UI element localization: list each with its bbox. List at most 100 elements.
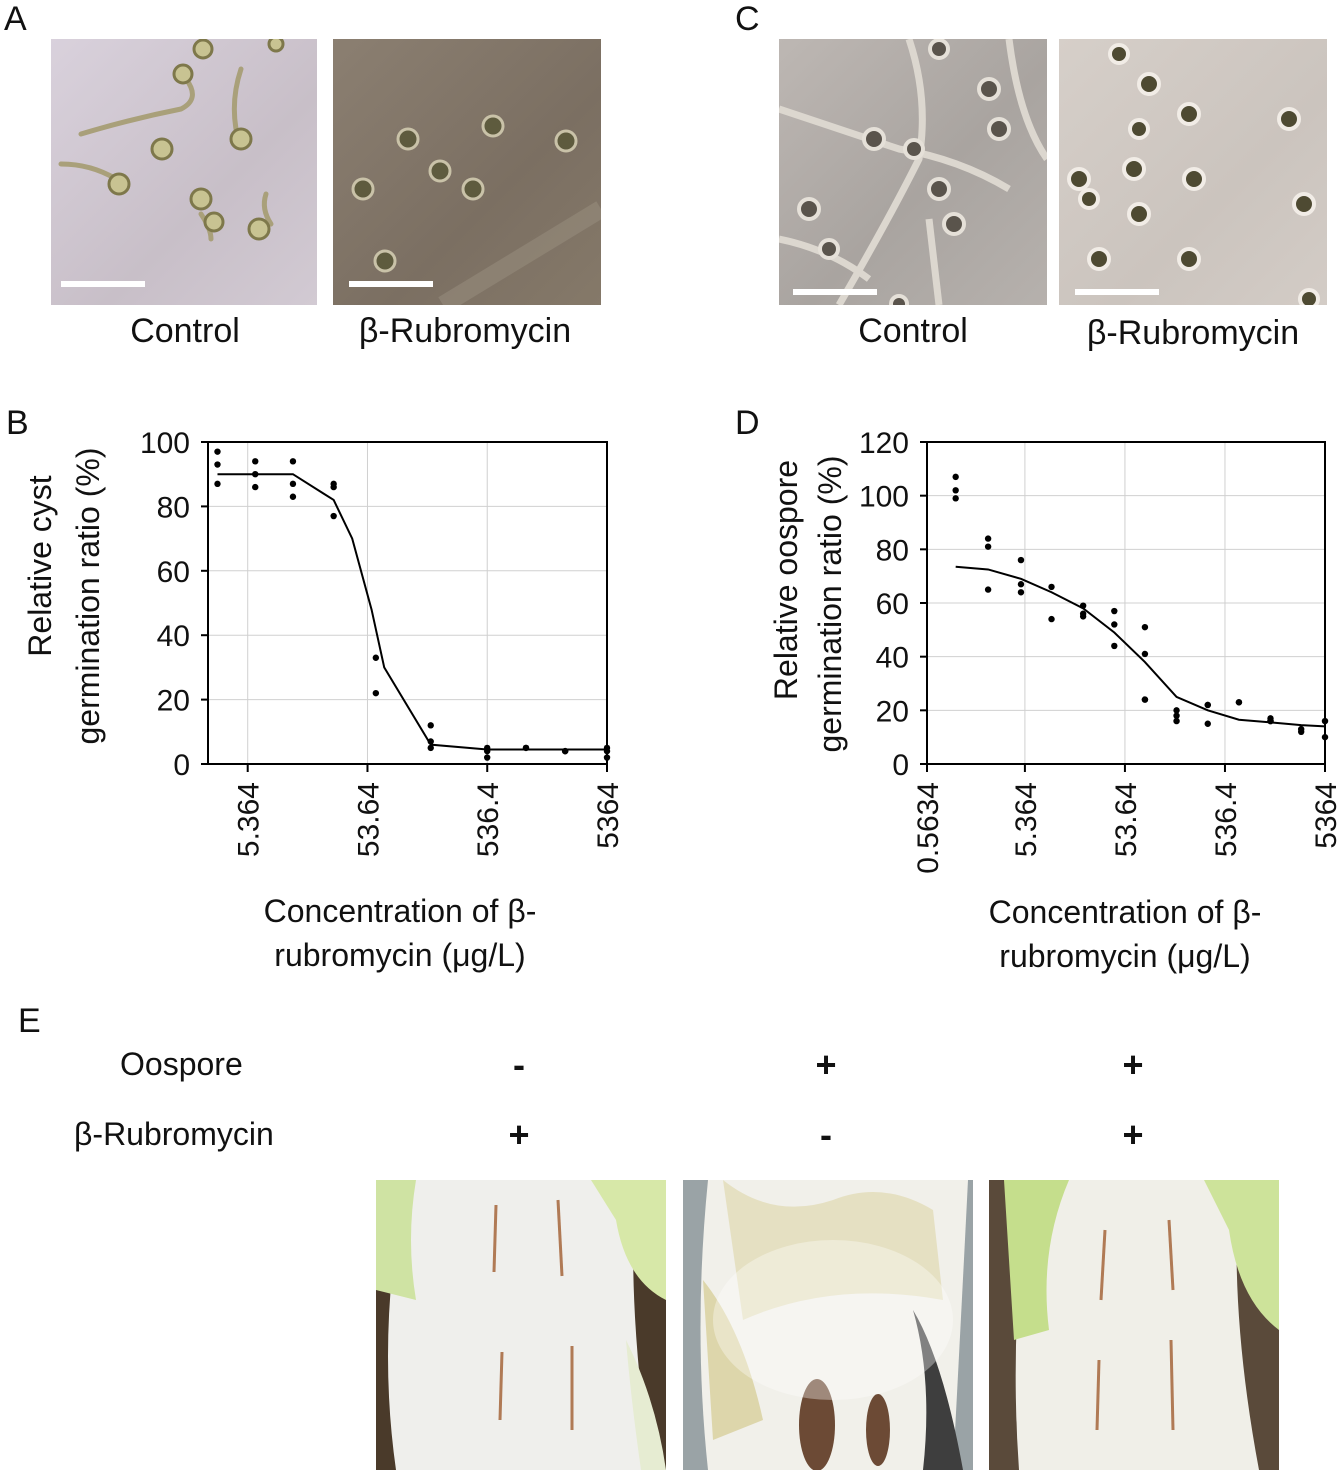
data-point [289,493,297,500]
oospore-rubromycin-drawing [1067,43,1320,305]
data-point [1017,589,1025,596]
data-point [1111,607,1118,615]
caption-rubromycin: β-Rubromycin [1086,314,1300,352]
data-point [214,461,221,468]
micrograph-oospore-rubromycin [1059,39,1327,305]
data-point [984,543,992,550]
data-point [330,512,337,520]
data-point [1297,728,1305,735]
data-point [1321,733,1329,741]
leaf-oospore-only-drawing [700,1180,968,1470]
oospore-control-drawing [779,39,1047,305]
chart-cyst-germination: 0 20 40 60 80 100 5.364 53.64 536.4 5364 [140,427,625,857]
panel-letter-e: E [18,1002,41,1040]
data-point [372,654,380,661]
leaf-photo-oospore-rubromycin [989,1180,1279,1470]
row-label-rubromycin: β-Rubromycin [74,1116,274,1152]
fit-curve [955,565,1326,728]
sign-rubromycin-3: + [1122,1114,1144,1155]
y-tick-label: 0 [173,749,190,782]
y-tick-label: 80 [876,534,909,567]
y-tick-label: 20 [876,695,909,728]
data-point [522,744,530,752]
y-axis-label-line1: Relative cyst [22,475,58,657]
fit-curve [217,473,607,751]
panel-letter-b: B [6,404,29,442]
sign-oospore-3: + [1122,1044,1144,1085]
x-tick-label: 5364 [1310,782,1339,849]
x-axis-label-line2: rubromycin (μg/L) [274,937,526,973]
data-point [427,738,434,745]
y-tick-label: 20 [157,685,190,718]
data-point [372,689,380,697]
cyst-rubromycin-drawing [351,114,601,305]
scale-bar [349,281,433,287]
y-axis-label-line1: Relative oospore [768,459,804,701]
x-axis-label-line1: Concentration of β- [263,893,537,929]
data-point [1048,615,1055,623]
data-point [1141,623,1149,631]
scale-bar [1075,289,1159,295]
x-tick-label: 5.364 [1010,782,1043,857]
data-point [214,448,221,455]
data-point [1173,707,1180,714]
leaf-rubromycin-only-drawing [376,1180,666,1470]
data-point [1235,699,1243,706]
data-point [330,483,337,491]
data-point [483,754,491,761]
y-tick-label: 60 [157,556,190,589]
row-label-oospore: Oospore [120,1046,243,1082]
data-point [1017,556,1025,564]
data-point [252,458,259,465]
data-point [952,487,959,494]
data-point [1079,613,1087,620]
data-point [1321,717,1329,725]
x-axis-label-line1: Concentration of β- [988,894,1262,930]
x-tick-label: 536.4 [472,782,505,857]
y-tick-label: 80 [157,491,190,524]
chart-oospore-germination: 0 20 40 60 80 100 120 0.5634 5.364 53.64 536.4 5364 [859,427,1339,874]
data-point [952,495,959,502]
panel-letter-a: A [4,0,27,38]
y-tick-label: 40 [876,642,909,675]
micrograph-oospore-control [779,39,1047,305]
y-axis-label-line2: germination ratio (%) [70,447,106,745]
x-tick-label: 536.4 [1210,782,1243,857]
data-point [252,483,259,491]
sign-oospore-2: + [815,1044,837,1085]
data-point [289,480,297,488]
scale-bar [793,289,877,295]
panel-letter-c: C [735,0,760,38]
sign-oospore-1: - [513,1044,525,1085]
caption-control: Control [130,312,240,350]
x-tick-label: 5.364 [233,782,266,857]
data-point [427,722,434,729]
leaf-photo-rubromycin-only [376,1180,666,1470]
data-point [483,747,491,755]
data-point [1141,696,1149,703]
data-point [1173,717,1180,725]
panel-letter-d: D [735,404,760,442]
leaf-photo-oospore-only [683,1180,973,1470]
x-axis-label-line2: rubromycin (μg/L) [999,938,1251,974]
y-tick-label: 0 [892,749,909,782]
sign-rubromycin-1: + [508,1114,530,1155]
x-tick-label: 53.64 [1110,782,1143,857]
data-point [1173,712,1180,719]
cyst-control-drawing [58,39,285,242]
x-tick-label: 5364 [592,782,625,849]
y-tick-label: 60 [876,588,909,621]
data-point [214,480,221,488]
data-point [561,747,569,755]
data-point [603,754,611,761]
y-axis-label-line2: germination ratio (%) [812,455,848,753]
data-point [427,744,434,752]
y-tick-label: 100 [140,427,190,460]
data-point [252,471,259,478]
y-tick-label: 40 [157,620,190,653]
y-tick-label: 120 [859,427,909,460]
x-tick-label: 53.64 [352,782,385,857]
y-tick-label: 100 [859,481,909,514]
data-point [289,458,297,465]
sign-rubromycin-2: - [820,1114,832,1155]
